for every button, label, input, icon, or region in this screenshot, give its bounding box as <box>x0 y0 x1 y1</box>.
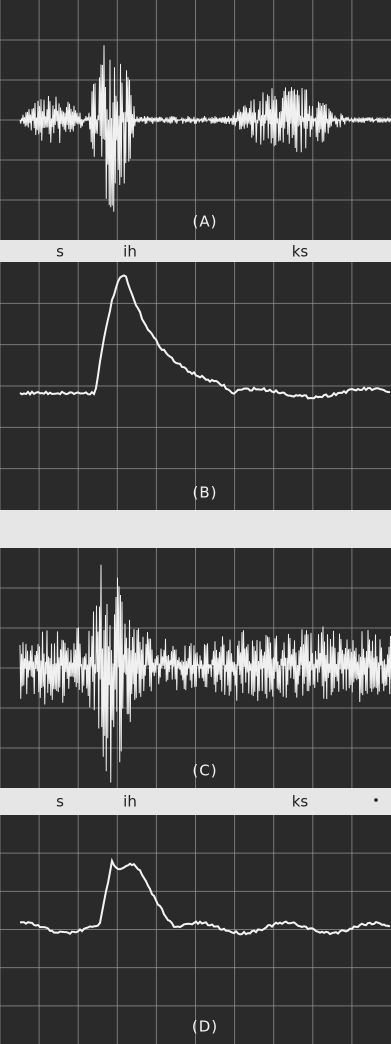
waveform <box>19 564 391 783</box>
panel-label: (A) <box>193 213 218 231</box>
panel-label: (C) <box>192 762 217 780</box>
waveform <box>19 45 391 212</box>
envelope <box>19 857 391 936</box>
phoneme: s <box>56 793 64 811</box>
phoneme: ks <box>292 243 309 261</box>
phoneme: s <box>56 243 64 261</box>
dot <box>374 798 378 802</box>
phoneme: ih <box>123 243 137 261</box>
panel-label: (D) <box>192 1018 218 1036</box>
phoneme: ih <box>123 793 137 811</box>
envelope <box>19 274 391 400</box>
phoneme: ks <box>292 793 309 811</box>
panel-label: (B) <box>193 484 218 502</box>
